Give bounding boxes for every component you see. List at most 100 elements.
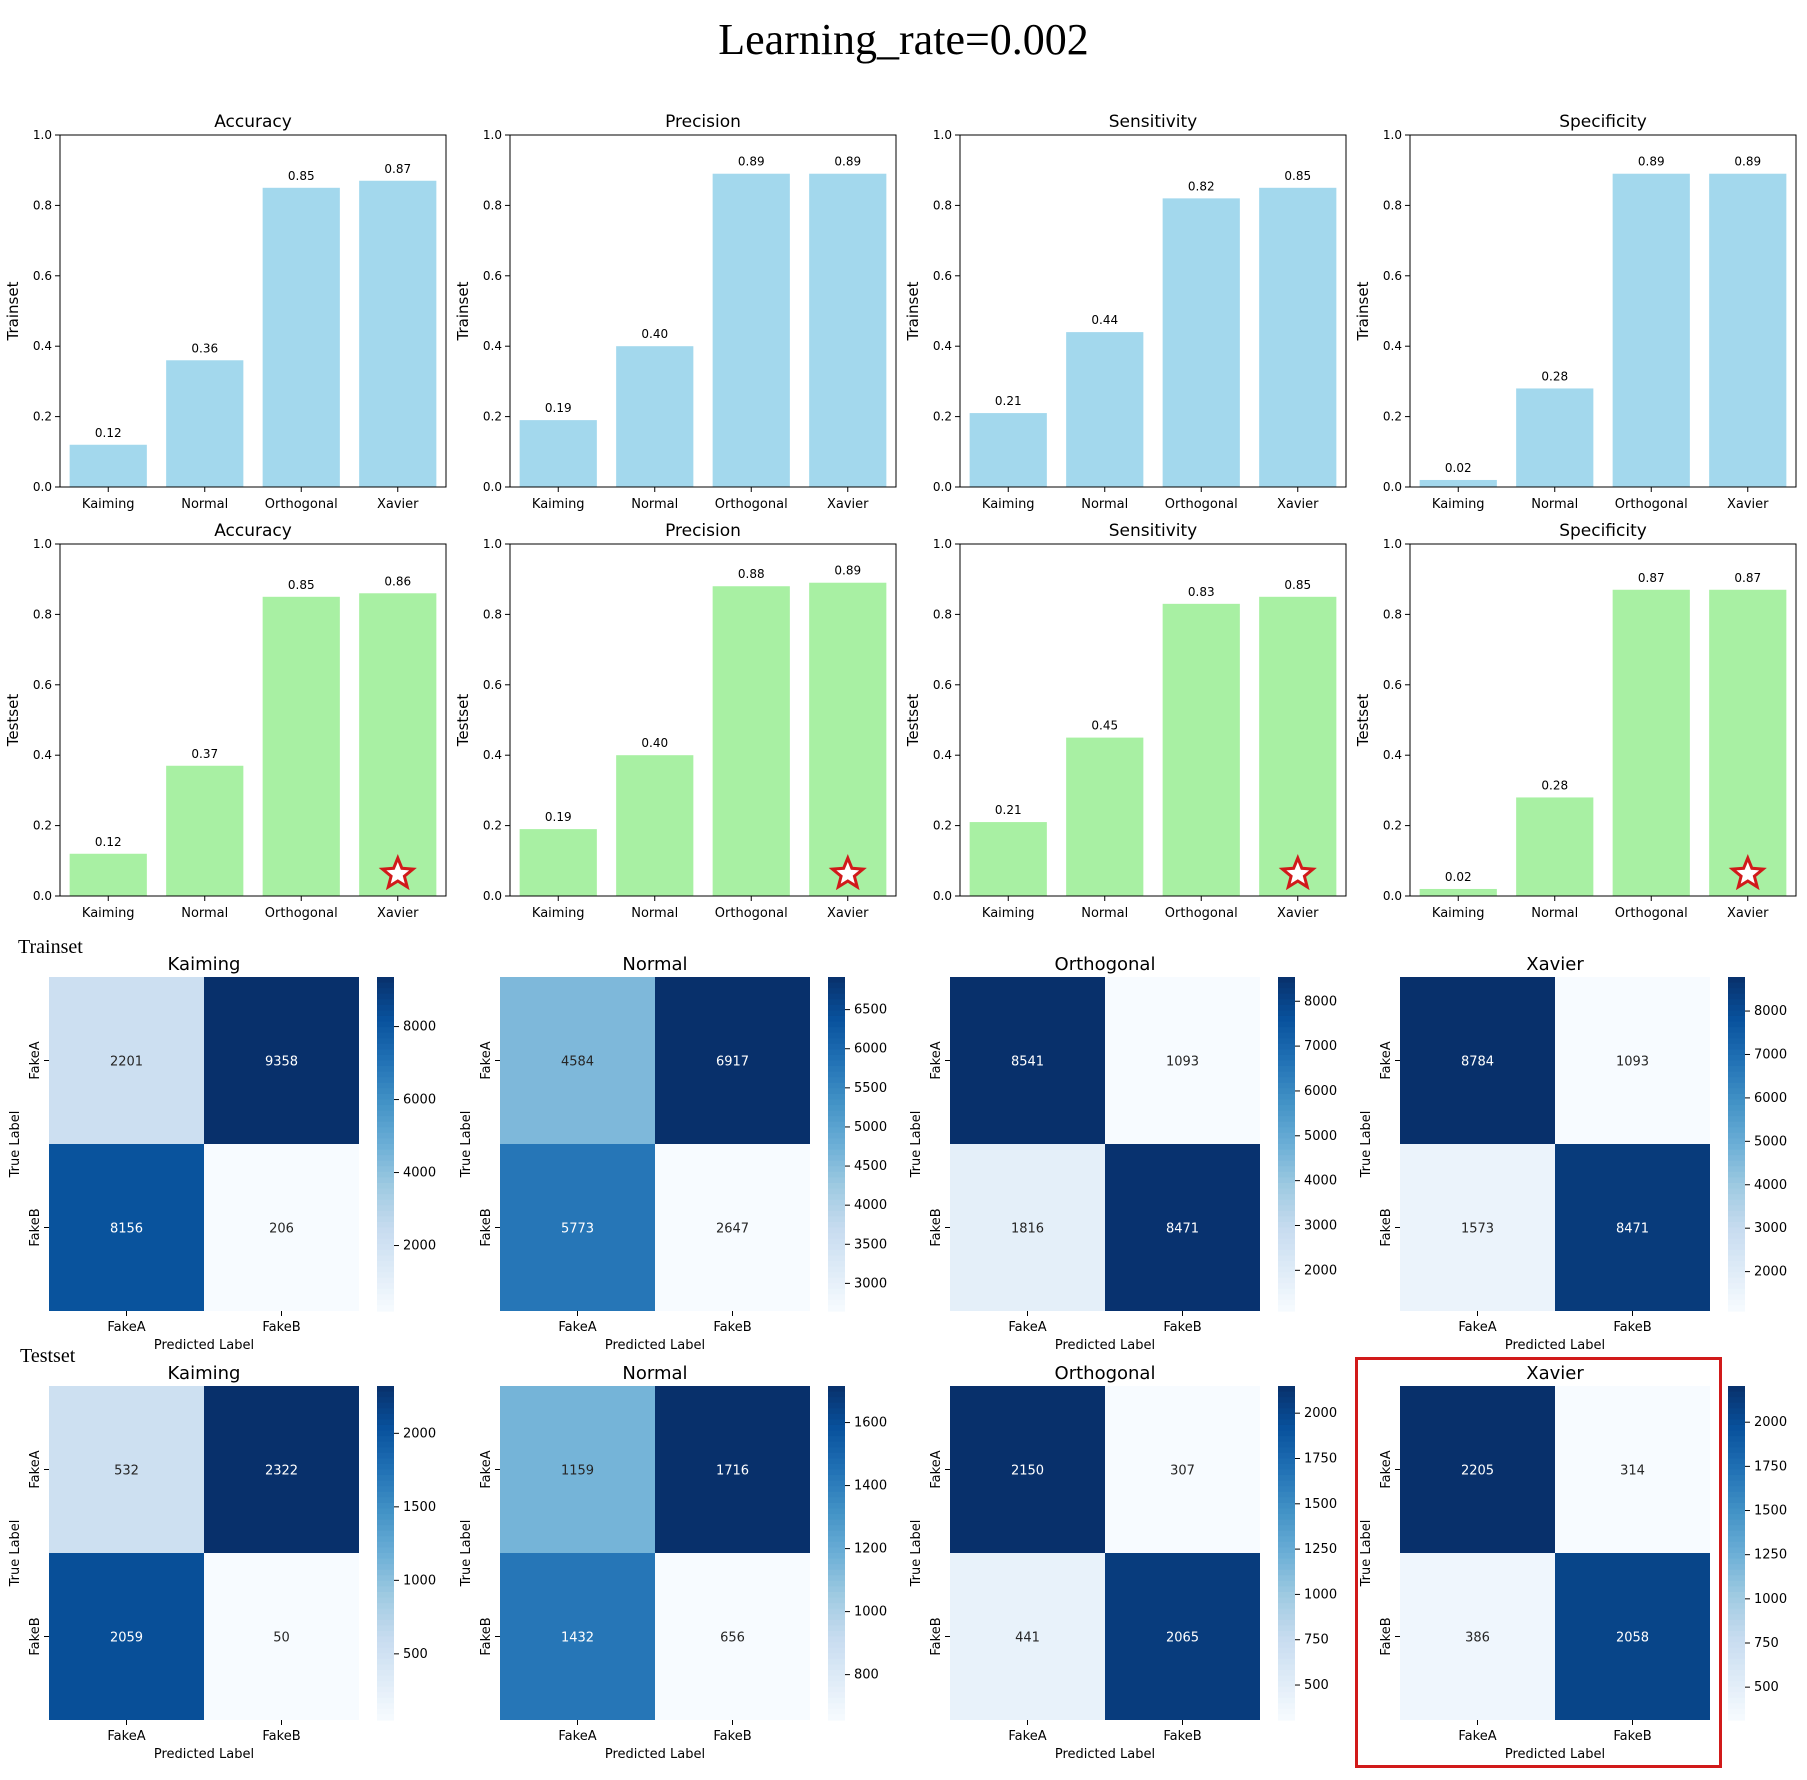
colorbar-segment	[828, 1397, 845, 1404]
colorbar-segment	[828, 1575, 845, 1582]
y-axis-label: True Label	[1359, 1520, 1374, 1588]
colorbar-segment	[1728, 1419, 1745, 1426]
colorbar-segment	[1728, 1021, 1745, 1028]
x-tick-label: Kaiming	[532, 497, 585, 512]
colorbar-segment	[1728, 1166, 1745, 1173]
colorbar-segment	[1728, 1099, 1745, 1106]
colorbar-segment	[1728, 1619, 1745, 1626]
colorbar-segment	[377, 1199, 394, 1206]
matrix-cell-value: 206	[269, 1222, 294, 1237]
colorbar-tick-label: 1000	[1304, 1587, 1337, 1602]
colorbar-segment	[377, 1469, 394, 1476]
colorbar-segment	[377, 1603, 394, 1610]
colorbar-segment	[1728, 1402, 1745, 1409]
matrix-cell	[655, 1553, 810, 1720]
bar-value-label: 0.21	[995, 394, 1022, 408]
colorbar-tick-label: 5000	[854, 1120, 887, 1135]
y-tick-label: FakeA	[479, 1450, 494, 1488]
y-tick-label: 0.0	[483, 889, 502, 903]
x-axis-label: Predicted Label	[605, 1338, 705, 1353]
colorbar-segment	[377, 1105, 394, 1112]
colorbar-segment	[828, 1580, 845, 1587]
y-tick-label: FakeB	[479, 1617, 494, 1655]
y-tick-label: 0.6	[1383, 678, 1402, 692]
x-tick-label: Normal	[1081, 906, 1128, 921]
x-tick-label: Orthogonal	[1165, 906, 1238, 921]
bar-value-label: 0.85	[288, 169, 315, 183]
colorbar-segment	[1278, 1664, 1295, 1671]
colorbar-tick-label: 500	[1304, 1678, 1329, 1693]
colorbar-segment	[1728, 993, 1745, 1000]
colorbar-segment	[377, 1216, 394, 1223]
colorbar-segment	[377, 1452, 394, 1459]
colorbar-segment	[828, 1171, 845, 1178]
matrix-cell	[950, 977, 1105, 1144]
colorbar-segment	[377, 1099, 394, 1106]
y-tick-label: 0.8	[1383, 607, 1402, 621]
colorbar-segment	[377, 1132, 394, 1140]
colorbar-segment	[1728, 1210, 1745, 1217]
y-tick-label: 0.4	[33, 339, 52, 353]
colorbar-segment	[1278, 1071, 1295, 1078]
colorbar-segment	[377, 1266, 394, 1273]
colorbar-segment	[828, 1255, 845, 1262]
bar-chart-train-accuracy: Accuracy Trainset 0.0 0.2 0.4 0.6 0.8 1.0 0.12 Ka…	[4, 112, 447, 512]
confusion-matrix-test-cm-xavier: Xavier 2205 314 386 2058 FakeA FakeB FakeA FakeB…	[1359, 1363, 1787, 1762]
colorbar-segment	[1728, 1277, 1745, 1284]
colorbar-segment	[828, 1469, 845, 1476]
bar-value-label: 0.85	[1284, 578, 1311, 592]
x-tick-label: FakeB	[1163, 1729, 1201, 1744]
colorbar-segment	[1728, 1010, 1745, 1017]
colorbar-segment	[377, 1397, 394, 1404]
plot-frame	[1409, 134, 1797, 488]
colorbar-segment	[828, 1054, 845, 1062]
colorbar-segment	[828, 1519, 845, 1526]
colorbar-segment	[828, 1458, 845, 1465]
colorbar-segment	[377, 1305, 394, 1312]
colorbar-segment	[828, 1486, 845, 1493]
colorbar-segment	[377, 1402, 394, 1409]
colorbar-segment	[1728, 1194, 1745, 1201]
bar-value-label: 0.21	[995, 803, 1022, 817]
matrix-cell	[49, 1386, 204, 1553]
colorbar-tick-label: 3000	[1304, 1218, 1337, 1233]
colorbar-segment	[1278, 1116, 1295, 1123]
colorbar-segment	[828, 1508, 845, 1515]
colorbar-tick-label: 8000	[1754, 1004, 1787, 1019]
y-tick-label: FakeA	[929, 1450, 944, 1488]
matrix-cell-value: 8471	[1616, 1222, 1649, 1237]
colorbar-segment	[1728, 1647, 1745, 1654]
y-tick-label: 0.0	[1383, 889, 1402, 903]
chart-title: Sensitivity	[1109, 521, 1198, 541]
colorbar-segment	[1728, 1491, 1745, 1498]
colorbar-segment	[377, 1227, 394, 1234]
colorbar-segment	[377, 1597, 394, 1604]
colorbar-segment	[377, 1210, 394, 1217]
colorbar-segment	[377, 1558, 394, 1565]
colorbar-segment	[1728, 1569, 1745, 1576]
bar-xavier	[809, 173, 887, 487]
x-tick-label: Orthogonal	[1165, 497, 1238, 512]
colorbar-segment	[1728, 1669, 1745, 1677]
colorbar-segment	[1728, 1110, 1745, 1117]
matrix-cell-value: 441	[1015, 1631, 1040, 1646]
bar-xavier	[1709, 589, 1787, 896]
colorbar-segment	[1278, 1260, 1295, 1268]
colorbar-segment	[828, 1514, 845, 1521]
colorbar-segment	[1278, 1441, 1295, 1448]
colorbar-tick-label: 750	[1754, 1636, 1779, 1651]
colorbar-segment	[1278, 1708, 1295, 1716]
x-tick-label: Kaiming	[82, 497, 135, 512]
colorbar-segment	[1728, 1564, 1745, 1571]
colorbar-segment	[1278, 1305, 1295, 1312]
colorbar-segment	[1278, 1541, 1295, 1549]
colorbar-segment	[1728, 1580, 1745, 1587]
y-axis-label: Testset	[1354, 694, 1372, 748]
y-tick-label: 0.8	[33, 198, 52, 212]
colorbar-segment	[377, 1144, 394, 1151]
colorbar-segment	[1728, 1508, 1745, 1515]
confusion-matrix-train-cm-kaiming: Kaiming 2201 9358 8156 206 FakeA FakeB FakeA Fak…	[8, 954, 436, 1353]
x-tick-label: FakeA	[558, 1320, 596, 1335]
colorbar-segment	[1278, 1227, 1295, 1234]
colorbar-segment	[828, 1625, 845, 1632]
